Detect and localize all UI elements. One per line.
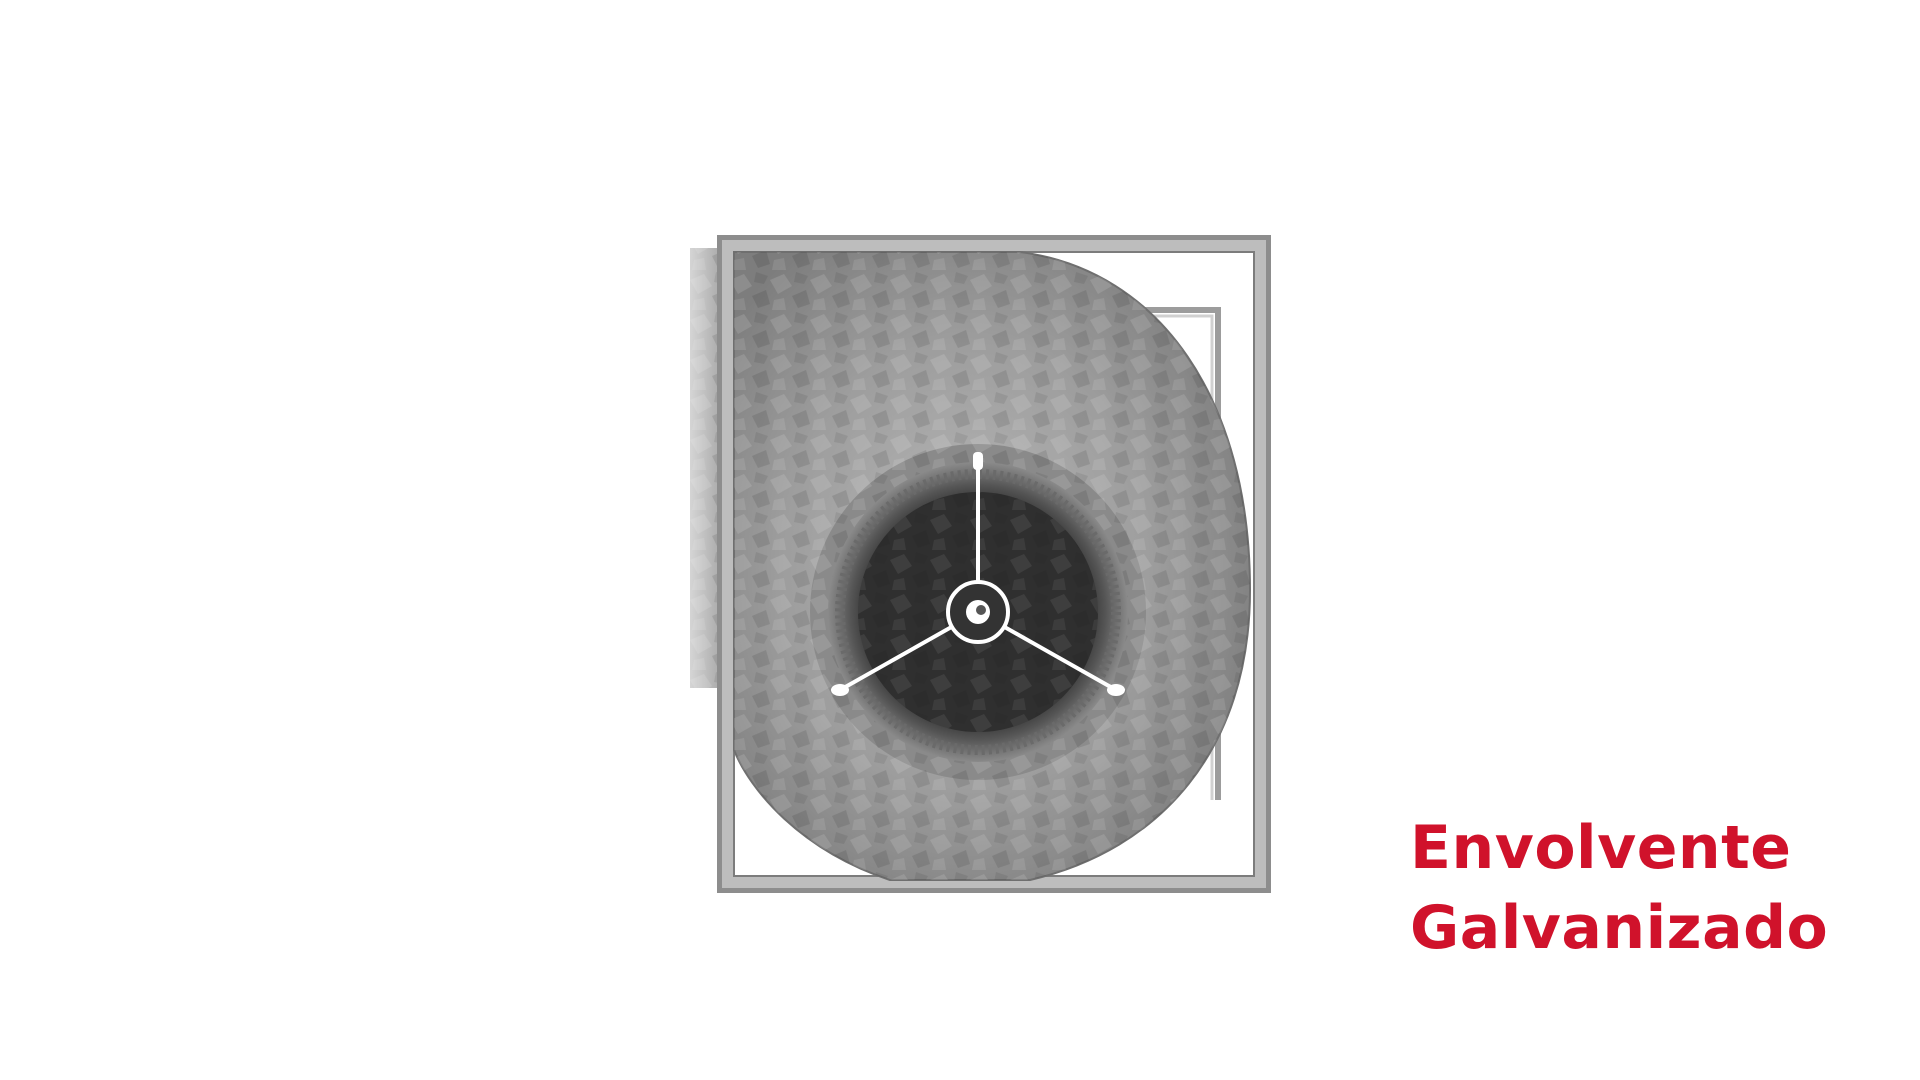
caption-line-1: Envolvente (1410, 813, 1792, 883)
caption-line-2: Galvanizado (1410, 893, 1829, 963)
galvanized-fan-housing-image (690, 230, 1290, 910)
impeller-blades (835, 469, 1121, 755)
outer-frame (717, 235, 1271, 893)
caption: Envolvente Galvanizado (1410, 808, 1870, 968)
spoke-ends (831, 452, 1125, 696)
fan-illustration (690, 235, 1271, 893)
